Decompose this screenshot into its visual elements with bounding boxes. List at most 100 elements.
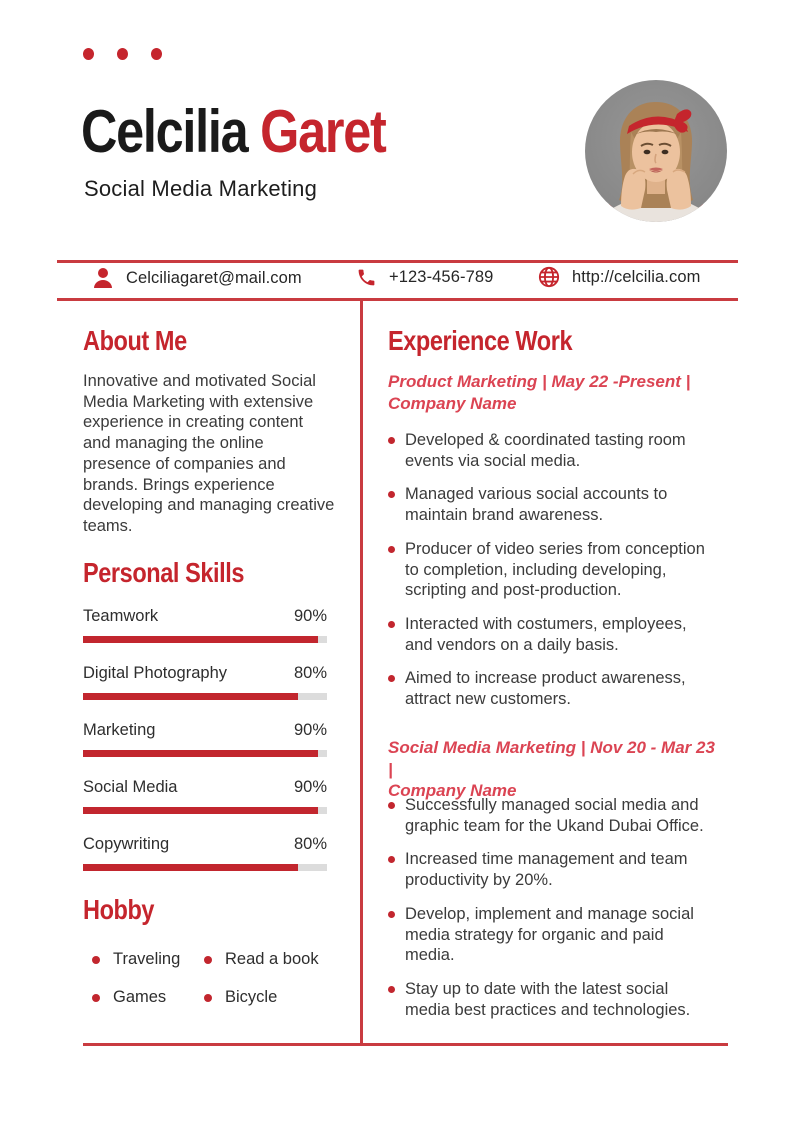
job-heading-line1: Social Media Marketing | Nov 20 - Mar 23…	[388, 738, 715, 779]
decorative-dots	[83, 48, 162, 60]
skill-percent: 80%	[293, 664, 327, 682]
skill-percent: 90%	[293, 778, 327, 796]
job-heading-line2: Company Name	[388, 393, 517, 413]
skill-bar-fill	[83, 807, 319, 814]
hobby-label: Read a book	[225, 950, 319, 968]
job-heading-line2: Company Name	[388, 781, 517, 800]
bullet-text: Managed various social accounts to maint…	[405, 485, 668, 525]
person-name: Celcilia Garet	[81, 100, 444, 163]
skill-row: Social Media 90%	[83, 777, 327, 814]
job-bullet: Successfully managed social media and gr…	[388, 795, 710, 836]
skill-bar-fill	[83, 750, 319, 757]
bullet-text: Developed & coordinated tasting room eve…	[405, 431, 686, 470]
email-text: Celciliagaret@mail.com	[126, 268, 302, 287]
hand-left	[621, 168, 646, 210]
job-heading: Social Media Marketing | Nov 20 - Mar 23…	[388, 737, 718, 802]
hobby-item: Bicycle	[204, 988, 342, 1007]
headband	[627, 116, 688, 134]
hand-right	[666, 168, 691, 210]
contact-bar-top-rule	[57, 260, 738, 263]
headband-bow	[673, 109, 692, 133]
bullet-icon	[92, 955, 100, 964]
job-heading: Product Marketing | May 22 -Present | Co…	[388, 371, 718, 414]
contact-website: http://celcilia.com	[538, 266, 700, 288]
skill-percent: 80%	[293, 835, 327, 853]
skill-percent: 90%	[293, 607, 327, 625]
bullet-icon	[388, 545, 395, 553]
hobby-title: Hobby	[83, 894, 155, 925]
job-bullet: Developed & coordinated tasting room eve…	[388, 430, 710, 471]
contact-email: Celciliagaret@mail.com	[92, 266, 302, 290]
hobby-item: Traveling	[92, 950, 204, 969]
job-bullet: Producer of video series from conception…	[388, 539, 710, 601]
skill-bar-fill	[83, 636, 319, 643]
contact-phone: +123-456-789	[356, 267, 493, 288]
hobby-label: Bicycle	[225, 988, 278, 1006]
bullet-icon	[204, 955, 212, 964]
skill-name: Marketing	[83, 721, 156, 739]
skill-name: Digital Photography	[83, 664, 228, 682]
skills-title: Personal Skills	[83, 557, 245, 588]
dot-icon	[117, 48, 128, 60]
dot-icon	[83, 48, 94, 60]
skill-row: Copywriting 80%	[83, 834, 327, 871]
bullet-icon	[388, 491, 395, 499]
skill-bar-track	[83, 807, 327, 814]
bullet-icon	[388, 856, 395, 864]
job-title: Social Media Marketing	[84, 176, 318, 201]
about-title: About Me	[83, 325, 187, 356]
job-bullet: Develop, implement and manage social med…	[388, 904, 710, 966]
bullet-icon	[388, 675, 395, 683]
globe-icon	[538, 266, 560, 288]
job-bullet: Stay up to date with the latest social m…	[388, 979, 710, 1020]
skill-row: Digital Photography 80%	[83, 663, 327, 700]
hobby-item: Read a book	[204, 950, 342, 969]
bullet-icon	[388, 437, 395, 444]
bullet-text: Aimed to increase product awareness, att…	[405, 669, 686, 709]
skill-bar-track	[83, 636, 327, 643]
skill-name: Teamwork	[83, 607, 159, 625]
bullet-text: Stay up to date with the latest social m…	[405, 979, 691, 1019]
skill-name: Copywriting	[83, 835, 170, 853]
bullet-icon	[388, 802, 395, 809]
face	[632, 122, 680, 182]
bullet-text: Successfully managed social media and gr…	[405, 796, 704, 835]
job-bullet-list: Developed & coordinated tasting room eve…	[388, 430, 710, 723]
skill-row: Marketing 90%	[83, 720, 327, 757]
skill-name: Social Media	[83, 778, 178, 796]
job-heading-line1: Product Marketing | May 22 -Present |	[388, 372, 691, 391]
hobby-label: Games	[113, 988, 167, 1006]
column-divider	[360, 301, 363, 1043]
last-name: Garet	[260, 98, 387, 165]
first-name: Celcilia	[81, 98, 261, 165]
skill-row: Teamwork 90%	[83, 606, 327, 643]
skill-percent: 90%	[293, 721, 327, 739]
bullet-icon	[388, 985, 395, 993]
skill-bar-track	[83, 750, 327, 757]
hobby-item: Games	[92, 988, 204, 1007]
bottom-rule	[83, 1043, 728, 1046]
bullet-text: Producer of video series from conception…	[405, 539, 705, 600]
bullet-icon	[388, 620, 395, 628]
job-bullet: Managed various social accounts to maint…	[388, 484, 710, 525]
job-bullet: Increased time management and team produ…	[388, 849, 710, 890]
skill-bar-fill	[83, 864, 298, 871]
skill-bar-track	[83, 864, 327, 871]
skill-bar-fill	[83, 693, 298, 700]
job-bullet: Interacted with costumers, employees, an…	[388, 614, 710, 655]
contact-bar-bottom-rule	[57, 298, 738, 301]
bullet-text: Increased time management and team produ…	[405, 850, 688, 890]
about-body: Innovative and motivated Social Media Ma…	[83, 372, 335, 535]
experience-title: Experience Work	[388, 325, 573, 356]
profile-photo	[585, 80, 727, 222]
person-icon	[94, 268, 112, 288]
hobby-list: Traveling Read a book Games Bicycle	[92, 950, 342, 1007]
job-bullet: Aimed to increase product awareness, att…	[388, 668, 710, 709]
bullet-icon	[92, 993, 100, 1002]
job-bullet-list: Successfully managed social media and gr…	[388, 795, 710, 1033]
website-text: http://celcilia.com	[572, 267, 701, 286]
bullet-text: Interacted with costumers, employees, an…	[405, 614, 687, 654]
skills-list: Teamwork 90% Digital Photography 80% Marketi…	[83, 606, 327, 891]
bullet-icon	[388, 910, 395, 918]
